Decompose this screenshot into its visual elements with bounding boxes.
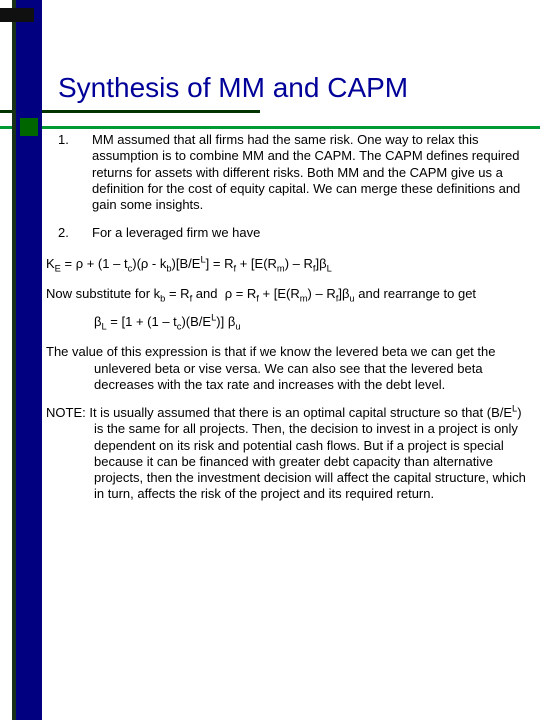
- item-text: For a leveraged firm we have: [92, 225, 260, 241]
- left-accent-strip: [12, 0, 16, 720]
- square-bullet: [20, 118, 38, 136]
- note-label: NOTE:: [46, 405, 86, 420]
- equation-1: KE = ρ + (1 – tc)(ρ - kb)[B/EL] = Rf + […: [46, 256, 528, 272]
- paragraph-substitute: Now substitute for kb = Rf and ρ = Rf + …: [46, 286, 528, 302]
- note-body: It is usually assumed that there is an o…: [86, 405, 526, 501]
- item-number: 2.: [58, 225, 92, 241]
- list-item: 2. For a leveraged firm we have: [58, 225, 528, 241]
- item-text: MM assumed that all firms had the same r…: [92, 132, 528, 213]
- page-title: Synthesis of MM and CAPM: [58, 72, 528, 104]
- list-item: 1. MM assumed that all firms had the sam…: [58, 132, 528, 213]
- paragraph-value: The value of this expression is that if …: [46, 344, 528, 393]
- numbered-list: 1. MM assumed that all firms had the sam…: [58, 132, 528, 242]
- left-navy-bar: [16, 0, 42, 720]
- note-paragraph: NOTE: It is usually assumed that there i…: [46, 405, 528, 503]
- item-number: 1.: [58, 132, 92, 213]
- corner-tab: [0, 8, 34, 22]
- para1-lead: Now substitute for k: [46, 286, 160, 301]
- equation-2: βL = [1 + (1 – tc)(B/EL)] βu: [94, 314, 528, 330]
- para1-rest: = Rf and ρ = Rf + [E(Rm) – Rf]βu and rea…: [165, 286, 476, 301]
- slide-content: Synthesis of MM and CAPM 1. MM assumed t…: [58, 72, 528, 515]
